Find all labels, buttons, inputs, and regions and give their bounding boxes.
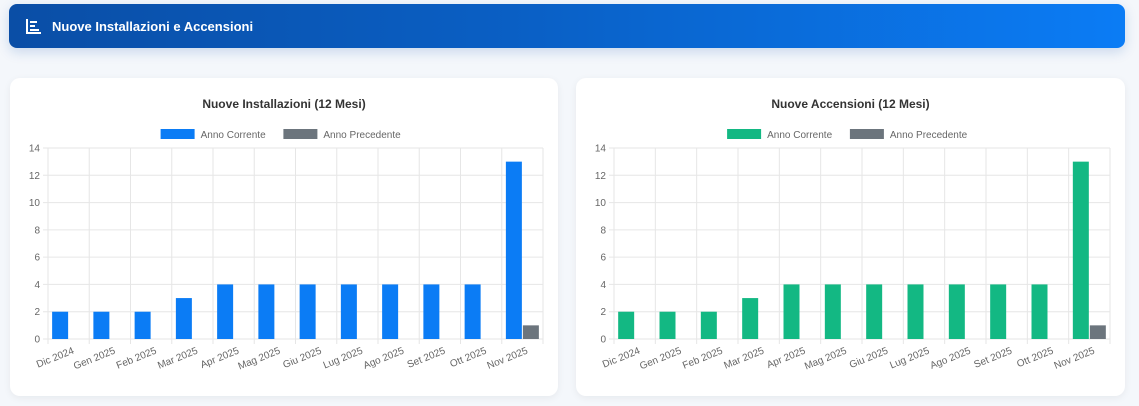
bar[interactable] xyxy=(1072,161,1089,339)
x-tick-label: Giu 2025 xyxy=(848,345,890,371)
svg-text:Anno Precedente: Anno Precedente xyxy=(890,130,968,141)
section-header: Nuove Installazioni e Accensioni xyxy=(9,4,1125,48)
bar[interactable] xyxy=(217,284,234,339)
bar[interactable] xyxy=(423,284,440,339)
legend-item[interactable]: Anno Precedente xyxy=(849,129,968,141)
x-tick-label: Dic 2024 xyxy=(601,345,642,370)
bar[interactable] xyxy=(464,284,481,339)
x-tick-label: Apr 2025 xyxy=(765,345,807,371)
x-tick-label: Feb 2025 xyxy=(681,345,725,371)
svg-text:Anno Corrente: Anno Corrente xyxy=(767,130,832,141)
bar[interactable] xyxy=(659,311,676,339)
bar[interactable] xyxy=(134,311,151,339)
x-tick-label: Nov 2025 xyxy=(1053,345,1097,371)
y-tick-label: 14 xyxy=(595,144,607,155)
y-tick-label: 10 xyxy=(595,198,607,209)
x-tick-label: Gen 2025 xyxy=(72,345,117,372)
y-tick-label: 4 xyxy=(600,280,606,291)
y-tick-label: 8 xyxy=(600,225,606,236)
chart-card-installazioni: Nuove Installazioni (12 Mesi) Anno Corren… xyxy=(10,78,558,396)
x-tick-label: Ott 2025 xyxy=(449,345,489,370)
chart-title: Nuove Installazioni (12 Mesi) xyxy=(202,97,365,111)
x-tick-label: Feb 2025 xyxy=(115,345,159,371)
y-tick-label: 0 xyxy=(34,335,40,346)
y-tick-label: 10 xyxy=(29,198,41,209)
bar[interactable] xyxy=(700,311,717,339)
chart-card-accensioni: Nuove Accensioni (12 Mesi) Anno Corrente A… xyxy=(576,78,1125,396)
y-tick-label: 4 xyxy=(34,280,40,291)
bar[interactable] xyxy=(907,284,924,339)
legend-item[interactable]: Anno Corrente xyxy=(727,129,833,141)
bar[interactable] xyxy=(866,284,883,339)
x-tick-label: Set 2025 xyxy=(406,345,448,370)
bar[interactable] xyxy=(93,311,110,339)
x-tick-label: Mag 2025 xyxy=(237,345,283,372)
bar[interactable] xyxy=(824,284,841,339)
chart-installazioni: Nuove Installazioni (12 Mesi) Anno Corren… xyxy=(29,97,544,372)
legend-item[interactable]: Anno Corrente xyxy=(160,129,266,141)
x-tick-label: Set 2025 xyxy=(973,345,1015,370)
bar[interactable] xyxy=(990,284,1007,339)
y-tick-label: 12 xyxy=(29,171,41,182)
bar[interactable] xyxy=(52,311,69,339)
bar[interactable] xyxy=(948,284,965,339)
bar[interactable] xyxy=(783,284,800,339)
x-tick-label: Lug 2025 xyxy=(322,345,365,371)
y-tick-label: 6 xyxy=(34,253,40,264)
bar[interactable] xyxy=(505,161,522,339)
x-tick-label: Lug 2025 xyxy=(888,345,931,371)
y-tick-label: 14 xyxy=(29,144,41,155)
bar[interactable] xyxy=(299,284,316,339)
chart-title: Nuove Accensioni (12 Mesi) xyxy=(771,97,929,111)
x-tick-label: Apr 2025 xyxy=(199,345,241,371)
bar[interactable] xyxy=(340,284,357,339)
svg-text:Anno Corrente: Anno Corrente xyxy=(201,130,266,141)
bar[interactable] xyxy=(175,298,192,339)
y-tick-label: 0 xyxy=(600,335,606,346)
x-tick-label: Ott 2025 xyxy=(1015,345,1055,370)
bar[interactable] xyxy=(522,325,539,339)
section-title: Nuove Installazioni e Accensioni xyxy=(52,18,254,34)
x-tick-label: Nov 2025 xyxy=(486,345,530,371)
bar[interactable] xyxy=(382,284,399,339)
svg-text:Anno Precedente: Anno Precedente xyxy=(323,130,401,141)
x-tick-label: Dic 2024 xyxy=(35,345,76,370)
y-tick-label: 2 xyxy=(34,307,40,318)
y-tick-label: 6 xyxy=(600,253,606,264)
bar[interactable] xyxy=(1089,325,1106,339)
x-tick-label: Mar 2025 xyxy=(156,345,200,371)
x-tick-label: Ago 2025 xyxy=(362,345,406,371)
x-tick-label: Gen 2025 xyxy=(638,345,683,372)
chart-accensioni: Nuove Accensioni (12 Mesi) Anno Corrente A… xyxy=(595,97,1111,372)
y-tick-label: 12 xyxy=(595,171,607,182)
bar[interactable] xyxy=(1031,284,1048,339)
y-tick-label: 8 xyxy=(34,225,40,236)
bar[interactable] xyxy=(618,311,635,339)
bar[interactable] xyxy=(258,284,275,339)
bar[interactable] xyxy=(742,298,759,339)
x-tick-label: Ago 2025 xyxy=(929,345,973,371)
y-tick-label: 2 xyxy=(600,307,606,318)
x-tick-label: Mag 2025 xyxy=(803,345,849,372)
x-tick-label: Mar 2025 xyxy=(722,345,766,371)
legend-item[interactable]: Anno Precedente xyxy=(283,129,401,141)
chart-bar-icon xyxy=(26,19,41,34)
x-tick-label: Giu 2025 xyxy=(281,345,323,371)
